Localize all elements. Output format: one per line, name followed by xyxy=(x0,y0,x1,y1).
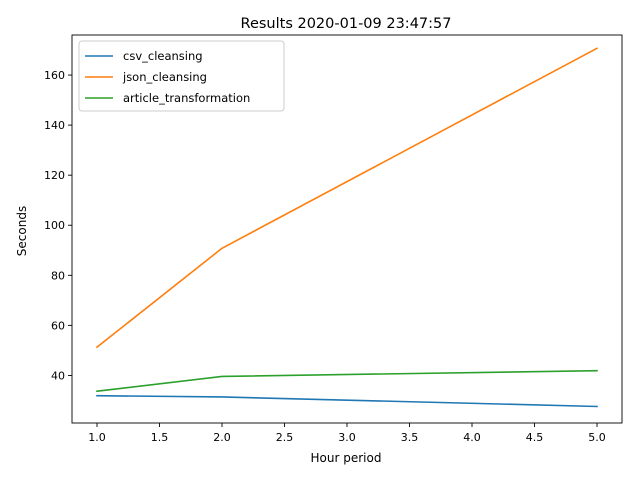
x-tick-label: 1.5 xyxy=(151,431,169,444)
x-tick-label: 5.0 xyxy=(588,431,606,444)
y-tick-label: 60 xyxy=(51,319,65,332)
y-tick-label: 100 xyxy=(44,219,65,232)
x-axis-label: Hour period xyxy=(311,451,382,465)
y-tick-label: 160 xyxy=(44,69,65,82)
legend-box xyxy=(78,40,285,112)
x-tick-label: 3.5 xyxy=(401,431,419,444)
y-axis-label: Seconds xyxy=(15,206,29,256)
x-tick-label: 2.5 xyxy=(276,431,294,444)
x-tick-label: 2.0 xyxy=(213,431,231,444)
series-line-csv_cleansing xyxy=(96,394,598,408)
x-tick-label: 4.0 xyxy=(463,431,481,444)
y-tick-label: 140 xyxy=(44,119,65,132)
legend-label-article_transformation: article_transformation xyxy=(123,91,250,105)
plot-area: 1.0 1.5 2.0 2.5 3.0 3.5 4.0 4.5 5.0 40 60 80 100 120 1… xyxy=(44,34,623,444)
y-tick-label: 80 xyxy=(51,269,65,282)
chart-title: Results 2020-01-09 23:47:57 xyxy=(241,16,452,32)
series-line-article_transformation xyxy=(96,369,598,393)
x-tick-label: 4.5 xyxy=(526,431,544,444)
x-tick-label: 1.0 xyxy=(88,431,106,444)
series-line-json_cleansing xyxy=(95,47,599,349)
y-tick-label: 120 xyxy=(44,169,65,182)
y-tick-label: 40 xyxy=(51,369,65,382)
legend: csv_cleansing json_cleansing article_trans… xyxy=(78,40,285,112)
legend-label-csv_cleansing: csv_cleansing xyxy=(123,49,203,63)
legend-label-json_cleansing: json_cleansing xyxy=(122,70,207,84)
x-tick-label: 3.0 xyxy=(338,431,356,444)
